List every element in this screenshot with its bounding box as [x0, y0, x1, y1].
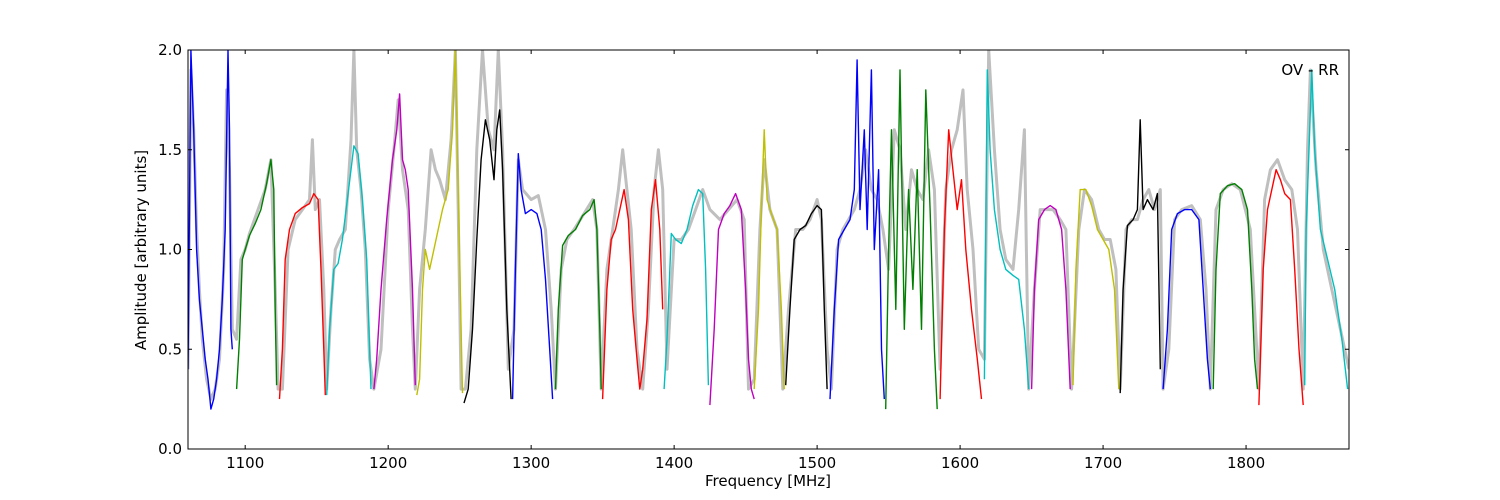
series-line-8: [511, 152, 554, 400]
x-axis: 1100 1200 1300 1400 1500 1600 1700 1800: [226, 50, 1265, 472]
y-tick-label-1-5: 1.5: [158, 141, 182, 159]
series-line-3: [278, 192, 326, 400]
series-line-19: [1030, 204, 1071, 390]
series-line-22: [1162, 208, 1211, 390]
series-line-9: [554, 198, 602, 390]
x-tick-label-1800: 1800: [1227, 454, 1265, 472]
y-tick-label-1: 1.0: [158, 241, 182, 259]
series-line-17: [939, 129, 983, 400]
x-tick-label-1100: 1100: [226, 454, 264, 472]
series-line-21: [1119, 119, 1161, 394]
x-tick-label-1500: 1500: [798, 454, 836, 472]
x-tick-label-1200: 1200: [369, 454, 407, 472]
series-line-4: [326, 145, 372, 396]
series-line-1: [188, 50, 233, 410]
series-line-7: [463, 109, 512, 404]
series-line-10: [601, 178, 664, 400]
x-tick-label-1700: 1700: [1084, 454, 1122, 472]
series-layer: [188, 50, 1349, 410]
series-line-12: [709, 192, 755, 406]
y-tick-label-0: 0.0: [158, 440, 182, 458]
series-line-20: [1072, 188, 1120, 390]
series-line-25: [1303, 69, 1349, 390]
series-line-14: [785, 204, 828, 390]
x-tick-label-1400: 1400: [655, 454, 693, 472]
y-tick-label-0-5: 0.5: [158, 340, 182, 358]
series-line-2: [235, 158, 278, 390]
y-axis: 0.0 0.5 1.0 1.5 2.0: [158, 41, 1349, 458]
x-axis-label: Frequency [MHz]: [705, 472, 831, 490]
series-line-24: [1258, 168, 1304, 406]
y-tick-label-2: 2.0: [158, 41, 182, 59]
series-line-23: [1212, 182, 1259, 390]
series-line-13: [753, 129, 785, 390]
x-tick-label-1600: 1600: [941, 454, 979, 472]
series-line-18: [983, 69, 1030, 390]
x-tick-label-1300: 1300: [512, 454, 550, 472]
series-line-5: [373, 93, 416, 390]
series-line-11: [663, 188, 710, 390]
polarization-annotation: OV - RR: [1281, 61, 1339, 79]
series-line-15: [829, 59, 885, 400]
plot-area: [188, 50, 1349, 449]
series-line-16: [885, 69, 938, 410]
series-line-6: [416, 50, 464, 396]
y-axis-label: Amplitude [arbitrary units]: [132, 150, 150, 350]
